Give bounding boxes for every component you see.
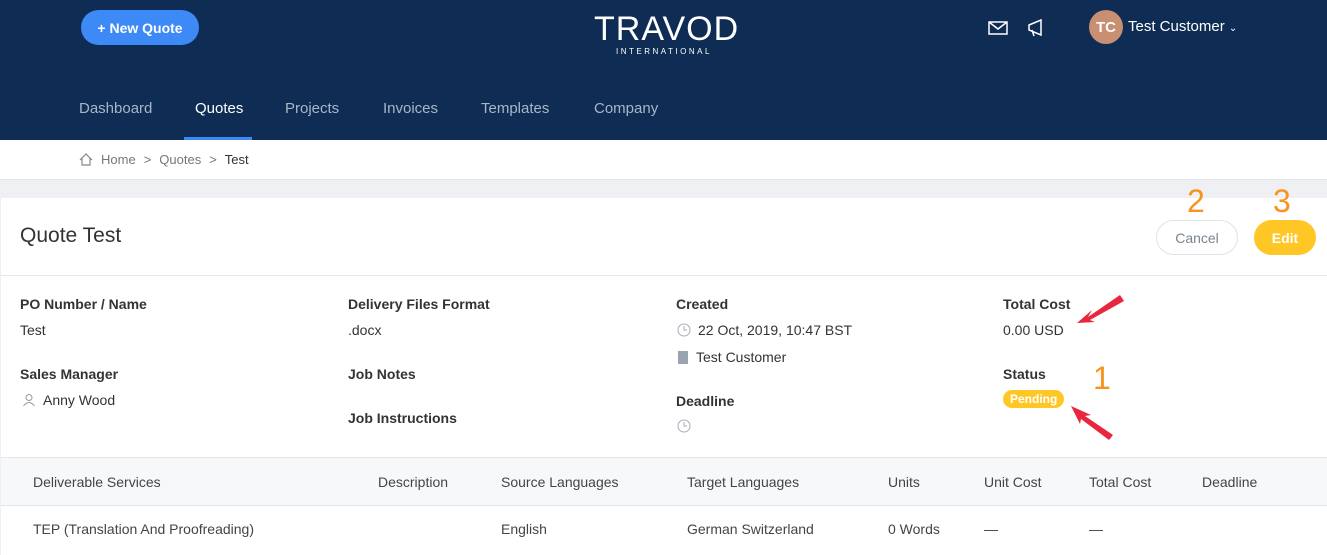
po-label: PO Number / Name [20, 296, 147, 312]
new-quote-button[interactable]: + New Quote [81, 10, 199, 45]
cell-unit-cost: — [984, 521, 998, 537]
chevron-down-icon: ⌄ [1228, 23, 1238, 34]
column-header: Unit Cost [984, 474, 1042, 490]
top-header: + New Quote TRAVOD INTERNATIONAL TC Test… [0, 0, 1327, 140]
cell-source: English [501, 521, 547, 537]
deadline-label: Deadline [676, 393, 735, 409]
cell-target: German Switzerland [687, 521, 814, 537]
column-header: Source Languages [501, 474, 619, 490]
job-notes-label: Job Notes [348, 366, 416, 382]
cell-units: 0 Words [888, 521, 940, 537]
home-icon[interactable] [79, 153, 93, 166]
column-header: Description [378, 474, 449, 490]
annotation-number: 2 [1187, 183, 1205, 219]
created-label: Created [676, 296, 729, 312]
job-instructions-label: Job Instructions [348, 410, 457, 426]
edit-button[interactable]: Edit [1254, 220, 1316, 255]
annotation-number: 1 [1093, 360, 1111, 396]
sales-manager-value: Anny Wood [22, 392, 115, 408]
breadcrumb-current: Test [224, 152, 249, 167]
status-label: Status [1003, 366, 1046, 382]
avatar[interactable]: TC [1089, 10, 1123, 44]
cancel-button[interactable]: Cancel [1156, 220, 1238, 255]
sales-manager-label: Sales Manager [20, 366, 119, 382]
breadcrumb-quotes[interactable]: Quotes [159, 152, 202, 167]
tab-company[interactable]: Company [594, 100, 659, 117]
user-menu[interactable]: Test Customer ⌄ [1128, 18, 1238, 35]
breadcrumb-home[interactable]: Home [101, 152, 136, 167]
tab-dashboard[interactable]: Dashboard [79, 100, 153, 117]
quote-card: Quote Test Cancel Edit PO Number / Name … [1, 198, 1327, 555]
red-arrow-icon [1077, 295, 1124, 323]
tab-templates[interactable]: Templates [481, 100, 550, 117]
total-cost-value: 0.00 USD [1003, 322, 1064, 338]
column-header: Target Languages [687, 474, 800, 490]
page-title: Quote Test [20, 224, 122, 247]
mail-icon[interactable] [988, 20, 1008, 36]
tab-quotes[interactable]: Quotes [195, 100, 244, 117]
breadcrumb: Home > Quotes > Test [0, 140, 1327, 180]
column-header: Deadline [1202, 474, 1258, 490]
clock-icon [677, 419, 691, 433]
divider [1, 275, 1327, 276]
building-icon [678, 350, 688, 364]
red-arrow-icon [1071, 406, 1113, 440]
table-header: Deliverable Services Description Source … [1, 457, 1327, 506]
format-value: .docx [348, 322, 382, 338]
clock-icon [677, 323, 691, 337]
cell-total-cost: — [1089, 521, 1103, 537]
column-header: Total Cost [1089, 474, 1152, 490]
column-header: Units [888, 474, 920, 490]
cell-service: TEP (Translation And Proofreading) [33, 521, 255, 537]
status-badge: Pending [1003, 390, 1065, 408]
column-header: Deliverable Services [33, 474, 161, 490]
total-cost-label: Total Cost [1003, 296, 1071, 312]
annotation-number: 3 [1273, 183, 1291, 219]
po-value: Test [20, 322, 46, 338]
tab-projects[interactable]: Projects [285, 100, 340, 117]
announcement-icon[interactable] [1027, 18, 1049, 38]
travod-logo[interactable]: TRAVOD INTERNATIONAL [594, 10, 740, 56]
user-icon [23, 394, 35, 407]
created-value: 22 Oct, 2019, 10:47 BST [677, 322, 852, 338]
active-tab-indicator [184, 137, 252, 140]
format-label: Delivery Files Format [348, 296, 490, 312]
created-by: Test Customer [677, 349, 786, 365]
tab-invoices[interactable]: Invoices [383, 100, 439, 117]
